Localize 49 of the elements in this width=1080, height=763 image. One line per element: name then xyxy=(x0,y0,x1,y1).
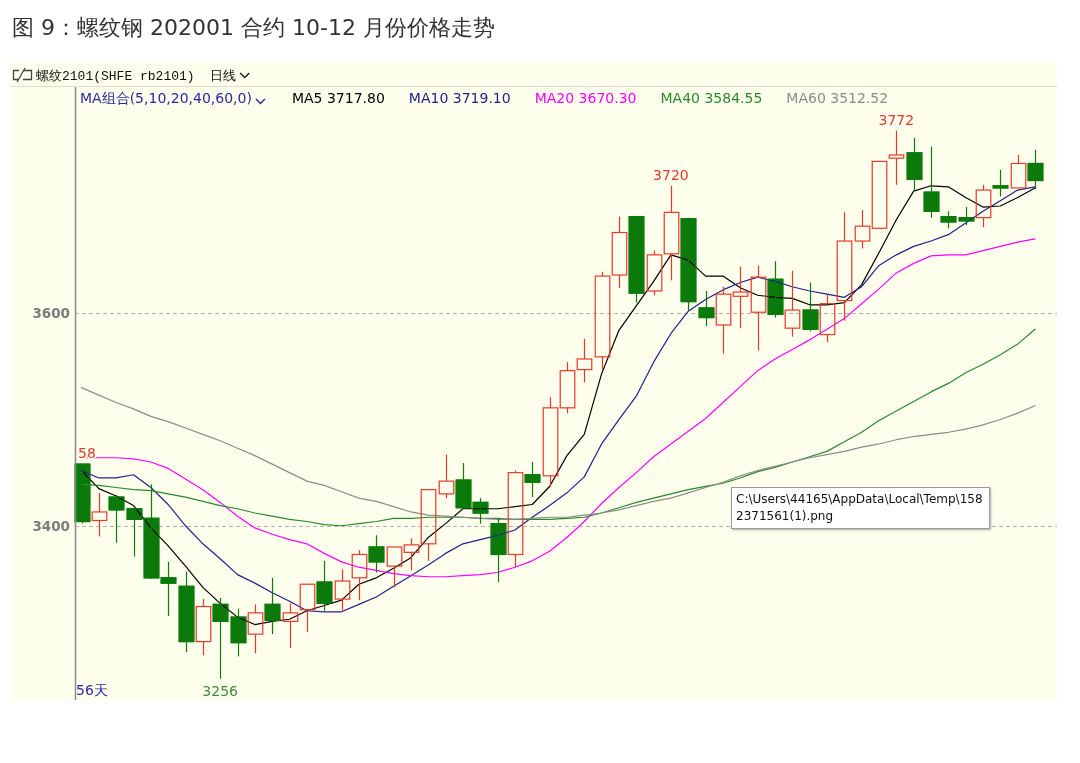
candlestick xyxy=(628,216,645,304)
candlestick xyxy=(212,597,229,680)
candlestick xyxy=(836,211,853,322)
candlestick xyxy=(472,497,489,525)
candlestick xyxy=(680,217,697,311)
candlestick xyxy=(230,608,247,658)
candlestick xyxy=(316,560,333,612)
text: MA40 3584.55 xyxy=(660,90,763,106)
candlestick xyxy=(264,577,281,635)
candlestick xyxy=(732,265,749,329)
candlestick xyxy=(871,160,888,229)
candlestick xyxy=(178,570,195,653)
candlestick xyxy=(524,461,541,498)
annotation: 3256 xyxy=(202,682,239,699)
candlestick xyxy=(1027,149,1044,190)
candlestick xyxy=(992,169,1009,198)
legend-title: MA组合(5,10,20,40,60,0) xyxy=(80,90,252,106)
candlestick xyxy=(126,507,143,558)
annotation: 3720 xyxy=(653,166,689,183)
candlestick xyxy=(74,463,91,525)
candlestick xyxy=(108,494,125,544)
candlestick xyxy=(698,290,715,327)
y-tick-label: 3600 xyxy=(32,305,70,322)
candlestick xyxy=(490,517,507,583)
candlestick xyxy=(958,206,975,226)
candlestick xyxy=(299,583,316,633)
candlestick xyxy=(663,185,680,281)
annotation: C:\Users\44165\AppData\Local\Temp\1582371561(1).png xyxy=(731,487,990,529)
line-series xyxy=(80,328,1036,527)
text: MA60 3512.52 xyxy=(786,90,889,106)
text: MA10 3719.10 xyxy=(408,90,511,106)
candlestick xyxy=(906,137,923,192)
candlestick xyxy=(455,462,472,510)
candlestick xyxy=(802,281,819,332)
y-tick-label: 3400 xyxy=(32,517,70,534)
chart-subtitle: 螺纹2101(SHFE rb2101) 日线 xyxy=(36,69,237,84)
candlestick xyxy=(767,260,784,319)
chart-title: 图 9：螺纹钢 202001 合约 10-12 月份价格走势 xyxy=(12,15,495,40)
candlestick xyxy=(386,546,403,588)
text: MA5 3717.80 xyxy=(291,90,385,106)
candlestick xyxy=(160,561,177,617)
candlestick xyxy=(888,129,905,186)
annotation: 58 xyxy=(78,445,96,462)
annotation: 56天 xyxy=(76,682,108,698)
text: MA20 3670.30 xyxy=(534,90,637,106)
candlestick xyxy=(368,534,385,574)
annotation: 3772 xyxy=(878,111,915,128)
candlestick xyxy=(923,145,940,219)
candlestick xyxy=(143,483,160,580)
